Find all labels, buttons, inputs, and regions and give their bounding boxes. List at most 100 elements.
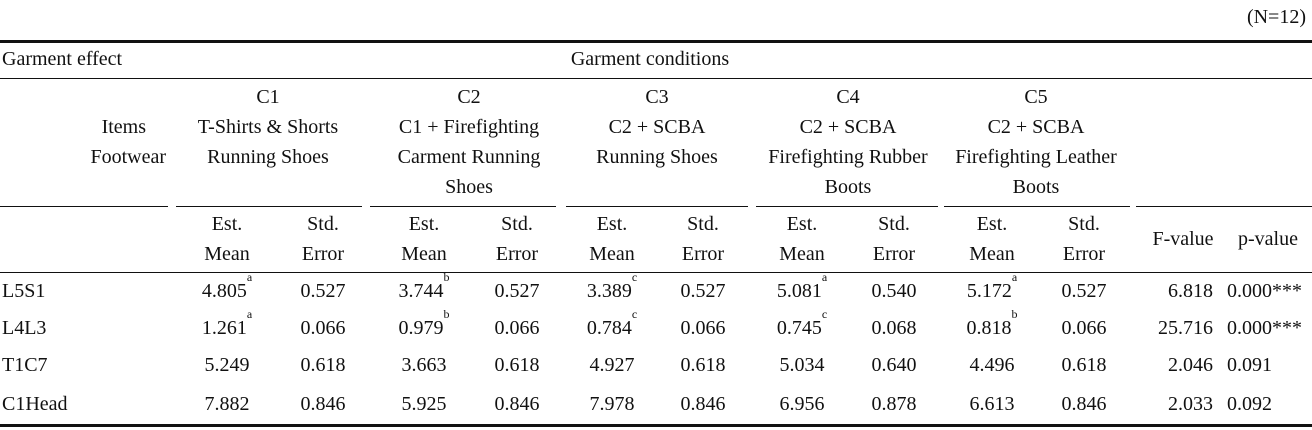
est-mean-cell: 0.818b bbox=[942, 308, 1042, 343]
est-mean-cell: 5.081a bbox=[752, 271, 852, 306]
est-mean-header-line2-c4: Mean bbox=[779, 243, 825, 265]
condition-line2-4: Firefighting Rubber bbox=[768, 146, 928, 168]
std-error-header-line1-c5: Std. bbox=[1068, 213, 1100, 235]
garment-effect-header: Garment effect bbox=[2, 48, 123, 70]
p-value-cell: 0.000*** bbox=[1227, 280, 1302, 302]
est-mean-cell: 3.744b bbox=[374, 271, 474, 306]
significance-letter: b bbox=[1011, 307, 1018, 322]
est-mean-value: 7.882 bbox=[204, 393, 250, 415]
p-value-cell: 0.092 bbox=[1227, 393, 1272, 415]
segment-rule-stats bbox=[1136, 206, 1312, 207]
est-mean-header-line2-c1: Mean bbox=[204, 243, 250, 265]
est-mean-value: 5.081 bbox=[776, 280, 822, 302]
est-mean-value: 5.034 bbox=[779, 354, 825, 376]
est-mean-value: 4.496 bbox=[969, 354, 1015, 376]
items-label: Items bbox=[101, 116, 146, 138]
row-item-label: C1Head bbox=[2, 393, 68, 415]
std-error-cell: 0.846 bbox=[680, 393, 726, 415]
condition-line1-5: C2 + SCBA bbox=[987, 116, 1085, 138]
condition-line2-2: Carment Running bbox=[397, 146, 541, 168]
garment-conditions-header: Garment conditions bbox=[570, 48, 730, 70]
std-error-cell: 0.618 bbox=[1061, 354, 1107, 376]
table-top-rule bbox=[0, 40, 1312, 43]
est-mean-cell: 5.172a bbox=[942, 271, 1042, 306]
significance-letter: c bbox=[821, 307, 828, 322]
segment-rule-c4 bbox=[756, 206, 938, 207]
std-error-cell: 0.846 bbox=[494, 393, 540, 415]
std-error-cell: 0.878 bbox=[871, 393, 917, 415]
std-error-cell: 0.066 bbox=[494, 317, 540, 339]
sample-size-label: (N=12) bbox=[1246, 6, 1306, 28]
est-mean-value: 5.172 bbox=[966, 280, 1012, 302]
condition-line2-3: Running Shoes bbox=[596, 146, 718, 168]
est-mean-value: 6.956 bbox=[779, 393, 825, 415]
est-mean-cell: 6.613 bbox=[942, 389, 1042, 419]
f-value-header: F-value bbox=[1152, 228, 1214, 250]
est-mean-value: 1.261 bbox=[201, 317, 247, 339]
std-error-header-line1-c4: Std. bbox=[878, 213, 910, 235]
est-mean-cell: 1.261a bbox=[177, 308, 277, 343]
condition-line3-4: Boots bbox=[824, 176, 872, 198]
significance-letter: c bbox=[631, 270, 638, 285]
est-mean-value: 0.818 bbox=[966, 317, 1012, 339]
est-mean-value: 0.745 bbox=[776, 317, 822, 339]
std-error-cell: 0.846 bbox=[1061, 393, 1107, 415]
p-value-cell: 0.091 bbox=[1227, 354, 1272, 376]
significance-letter: a bbox=[821, 270, 828, 285]
header-rule-2 bbox=[0, 272, 1312, 273]
est-mean-cell: 7.978 bbox=[562, 389, 662, 419]
condition-line1-3: C2 + SCBA bbox=[608, 116, 706, 138]
est-mean-value: 0.784 bbox=[586, 317, 632, 339]
std-error-cell: 0.618 bbox=[680, 354, 726, 376]
segment-rule-c1 bbox=[176, 206, 362, 207]
est-mean-cell: 5.925 bbox=[374, 389, 474, 419]
significance-letter: a bbox=[246, 307, 253, 322]
segment-rule-c2 bbox=[370, 206, 556, 207]
est-mean-cell: 7.882 bbox=[177, 389, 277, 419]
significance-letter: a bbox=[246, 270, 253, 285]
est-mean-cell: 3.663 bbox=[374, 350, 474, 380]
significance-letter: b bbox=[443, 307, 450, 322]
std-error-header-line2-c5: Error bbox=[1062, 243, 1106, 265]
row-item-label: T1C7 bbox=[2, 354, 48, 376]
std-error-cell: 0.527 bbox=[300, 280, 346, 302]
est-mean-header-line1-c5: Est. bbox=[976, 213, 1008, 235]
est-mean-value: 3.744 bbox=[398, 280, 444, 302]
std-error-cell: 0.068 bbox=[871, 317, 917, 339]
est-mean-cell: 3.389c bbox=[562, 271, 662, 306]
f-value-cell: 6.818 bbox=[1168, 280, 1213, 302]
std-error-header-line1-c1: Std. bbox=[307, 213, 339, 235]
std-error-header-line2-c3: Error bbox=[681, 243, 725, 265]
est-mean-cell: 0.979b bbox=[374, 308, 474, 343]
est-mean-value: 3.389 bbox=[586, 280, 632, 302]
est-mean-value: 3.663 bbox=[401, 354, 447, 376]
condition-code-4: C4 bbox=[836, 86, 860, 108]
condition-code-3: C3 bbox=[645, 86, 669, 108]
est-mean-value: 0.979 bbox=[398, 317, 444, 339]
significance-letter: a bbox=[1011, 270, 1018, 285]
std-error-header-line2-c1: Error bbox=[301, 243, 345, 265]
est-mean-cell: 6.956 bbox=[752, 389, 852, 419]
est-mean-cell: 4.496 bbox=[942, 350, 1042, 380]
est-mean-header-line1-c1: Est. bbox=[211, 213, 243, 235]
std-error-cell: 0.618 bbox=[494, 354, 540, 376]
est-mean-header-line1-c3: Est. bbox=[596, 213, 628, 235]
est-mean-cell: 0.745c bbox=[752, 308, 852, 343]
std-error-header-line2-c4: Error bbox=[872, 243, 916, 265]
est-mean-value: 4.927 bbox=[589, 354, 635, 376]
condition-line2-1: Running Shoes bbox=[207, 146, 329, 168]
std-error-header-line2-c2: Error bbox=[495, 243, 539, 265]
condition-code-2: C2 bbox=[457, 86, 481, 108]
std-error-header-line1-c3: Std. bbox=[687, 213, 719, 235]
condition-line1-4: C2 + SCBA bbox=[799, 116, 897, 138]
std-error-header-line1-c2: Std. bbox=[501, 213, 533, 235]
condition-code-5: C5 bbox=[1024, 86, 1048, 108]
significance-letter: b bbox=[443, 270, 450, 285]
std-error-cell: 0.066 bbox=[1061, 317, 1107, 339]
est-mean-cell: 4.805a bbox=[177, 271, 277, 306]
std-error-cell: 0.066 bbox=[680, 317, 726, 339]
est-mean-header-line2-c5: Mean bbox=[969, 243, 1015, 265]
std-error-cell: 0.540 bbox=[871, 280, 917, 302]
est-mean-header-line1-c2: Est. bbox=[408, 213, 440, 235]
std-error-cell: 0.527 bbox=[1061, 280, 1107, 302]
